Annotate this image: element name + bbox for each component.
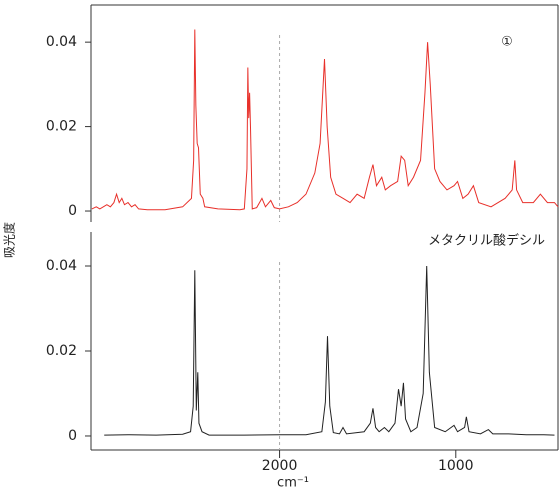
spectrum-line (104, 265, 555, 436)
y-tick-label: 0 (68, 203, 77, 219)
x-tick-label: 1000 (438, 458, 474, 474)
y-tick-label: 0.04 (46, 258, 77, 274)
x-axis-label: cm⁻¹ (277, 476, 309, 491)
annotation: ① (501, 35, 513, 50)
y-tick-label: 0.02 (46, 119, 77, 135)
spectrum-line (91, 29, 559, 211)
y-tick-label: 0 (68, 428, 77, 444)
y-tick-label: 0.04 (46, 34, 77, 50)
annotation: メタクリル酸デシル (428, 233, 545, 249)
x-tick-label: 2000 (262, 458, 298, 474)
y-tick-label: 0.02 (46, 343, 77, 359)
y-axis-label: 吸光度 (2, 222, 17, 258)
